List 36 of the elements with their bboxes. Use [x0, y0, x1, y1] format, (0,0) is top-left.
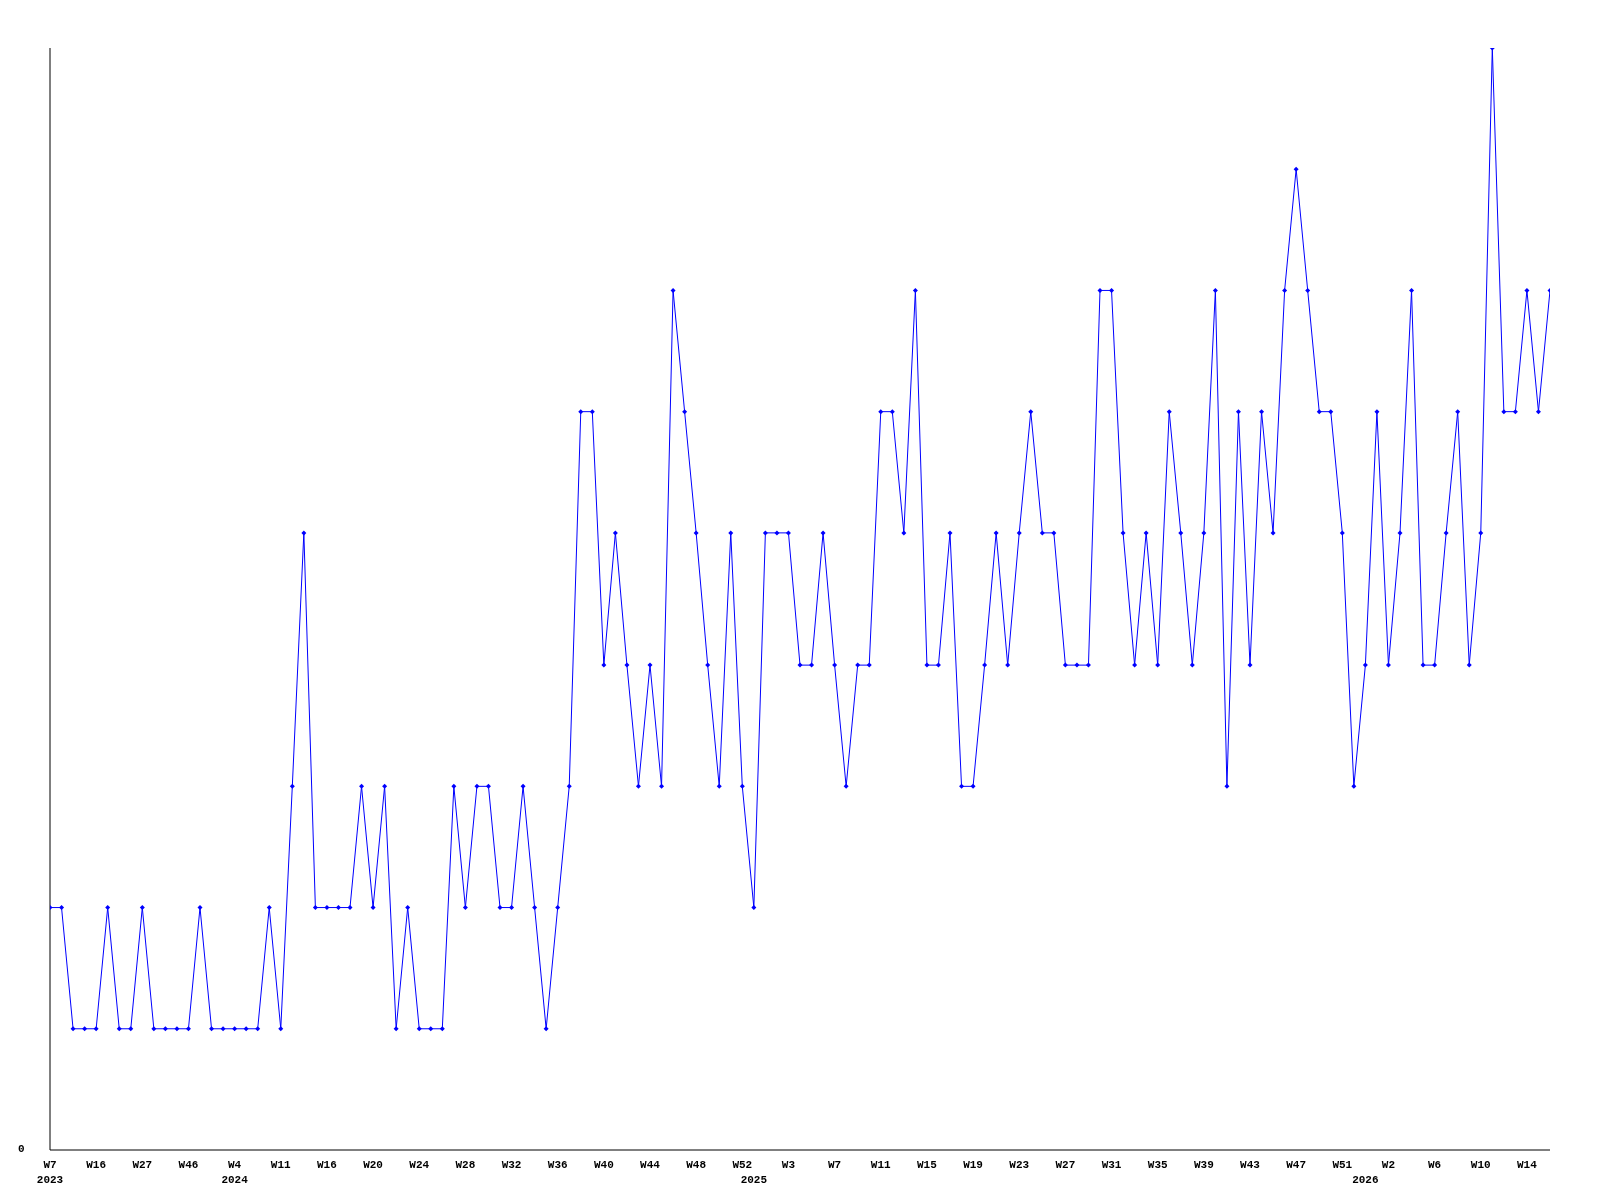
x-tick-label: W11	[870, 1159, 892, 1171]
x-tick-label: W39	[1193, 1159, 1214, 1171]
text: 0	[18, 1143, 25, 1155]
x-tick-label: W51	[1332, 1159, 1353, 1171]
x-tick-label: W44	[640, 1159, 661, 1171]
x-tick-label: 2025	[740, 1174, 768, 1186]
x-tick-label: W6	[1428, 1159, 1442, 1171]
x-tick-label: W47	[1286, 1159, 1307, 1171]
x-tick-label: W32	[501, 1159, 522, 1171]
x-tick-label: W14	[1517, 1159, 1538, 1171]
x-tick-label: W52	[732, 1159, 753, 1171]
x-tick-label: W3	[781, 1159, 796, 1171]
x-tick-label: W7	[828, 1159, 842, 1171]
x-tick-label: W20	[363, 1159, 383, 1171]
x-tick-label: W36	[547, 1159, 568, 1171]
x-tick-label: W23	[1009, 1159, 1030, 1171]
x-tick-label: W40	[593, 1159, 614, 1171]
x-tick-label: W48	[686, 1159, 707, 1171]
x-tick-label: W7 2023	[36, 1159, 64, 1186]
x-tick-label: W11	[270, 1159, 292, 1171]
x-tick-label: W27	[1055, 1159, 1076, 1171]
x-tick-label: W2	[1381, 1159, 1396, 1171]
x-tick-label: W15	[917, 1159, 938, 1171]
x-tick-label: W24	[409, 1159, 430, 1171]
x-tick-label: W4 2024	[221, 1159, 249, 1186]
x-tick-label: W10	[1470, 1159, 1491, 1171]
x-tick-label: W43	[1240, 1159, 1261, 1171]
x-tick-label: 2026	[1352, 1174, 1379, 1186]
x-tick-label: W46	[178, 1159, 199, 1171]
x-tick-label: W19	[963, 1159, 983, 1171]
x-tick-label: W28	[455, 1159, 476, 1171]
x-tick-label: W35	[1147, 1159, 1168, 1171]
x-tick-label: W31	[1101, 1159, 1122, 1171]
x-tick-label: W27	[132, 1159, 153, 1171]
x-tick-label: W16	[317, 1159, 337, 1171]
x-tick-label: W16	[86, 1159, 107, 1171]
